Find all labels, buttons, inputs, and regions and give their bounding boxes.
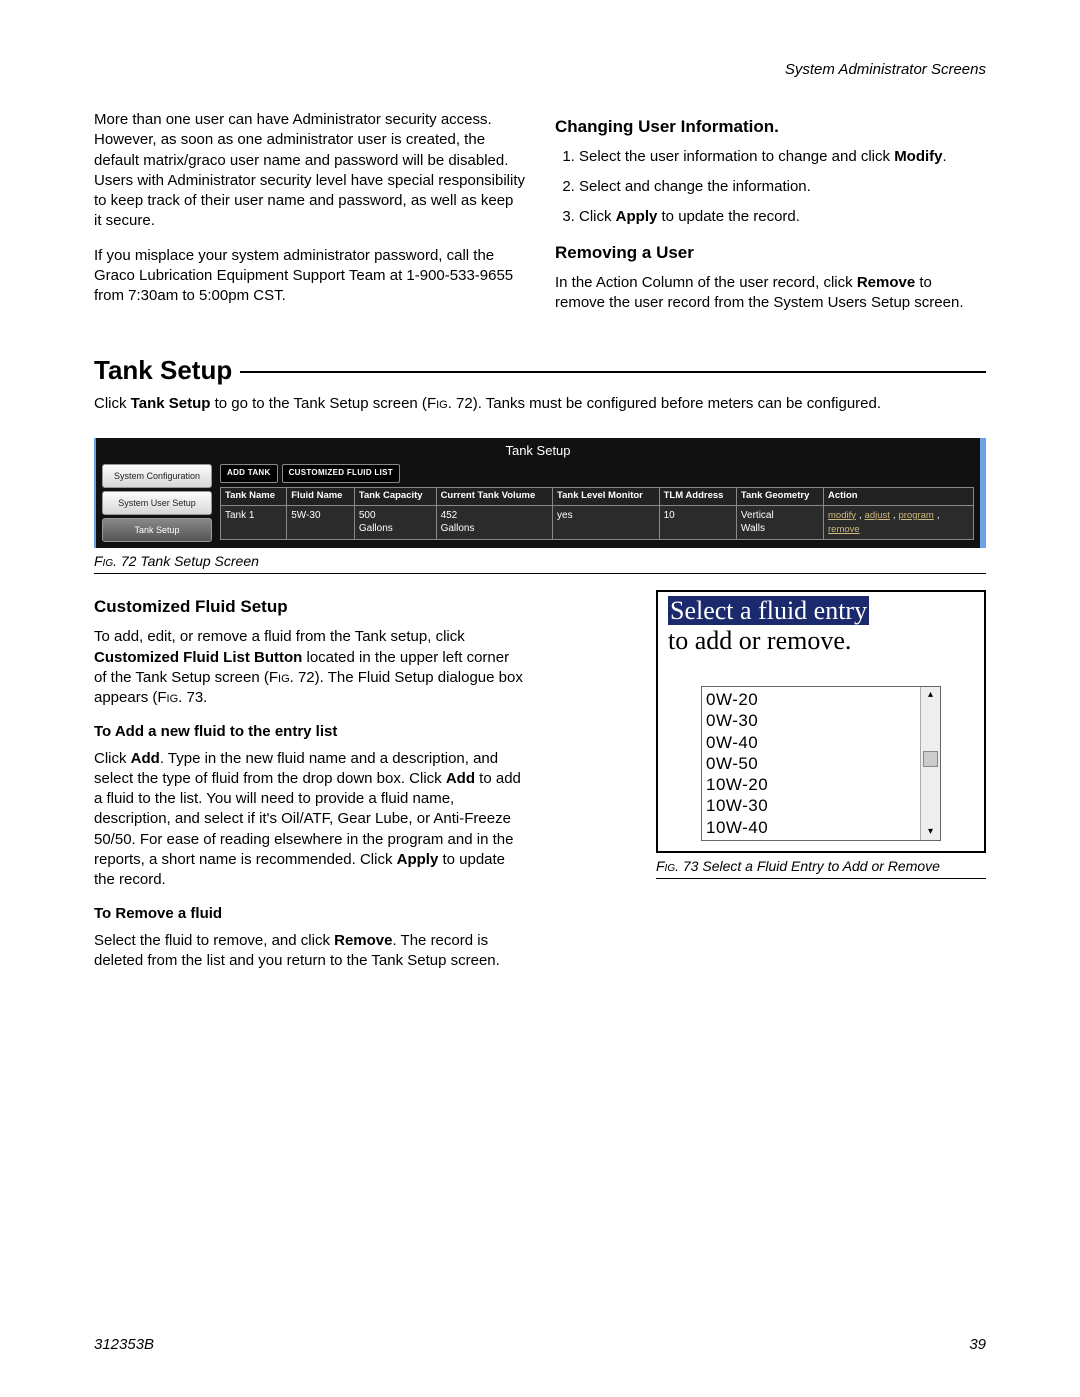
figure-73-dialog: Select a fluid entry to add or remove. 0…	[656, 590, 986, 853]
step-2: Select and change the information.	[579, 177, 986, 197]
page-number: 39	[969, 1335, 986, 1355]
tank-table: Tank Name Fluid Name Tank Capacity Curre…	[220, 487, 974, 541]
action-remove-link[interactable]: remove	[828, 524, 860, 535]
page-footer: 312353B 39	[94, 1335, 986, 1355]
figure-72-screenshot: Tank Setup System Configuration System U…	[94, 438, 986, 548]
text: . 72). Tanks must be configured before m…	[448, 395, 881, 412]
fluid-listbox[interactable]: 0W-20 0W-30 0W-40 0W-50 10W-20 10W-30 10…	[701, 686, 941, 841]
customized-fluid-setup-heading: Customized Fluid Setup	[94, 596, 525, 619]
sidebar-tab-system-config[interactable]: System Configuration	[102, 464, 212, 488]
col-tank-name: Tank Name	[221, 487, 287, 505]
col-tank-level-monitor: Tank Level Monitor	[553, 487, 660, 505]
cell-current-volume: 452Gallons	[436, 505, 552, 540]
col-fluid-name: Fluid Name	[287, 487, 355, 505]
fig-ref: Fig	[427, 395, 448, 412]
scroll-down-icon[interactable]: ▾	[928, 825, 933, 839]
remove-label: Remove	[334, 932, 392, 949]
list-item[interactable]: 10W-40	[706, 817, 916, 838]
header-section-title: System Administrator Screens	[785, 60, 986, 80]
figure-73-caption: Fig. 73 Select a Fluid Entry to Add or R…	[656, 857, 986, 879]
text: Click	[94, 395, 131, 412]
col-tank-capacity: Tank Capacity	[354, 487, 436, 505]
heading-rule	[240, 371, 986, 373]
action-modify-link[interactable]: modify	[828, 510, 856, 521]
col-tank-geometry: Tank Geometry	[736, 487, 823, 505]
scroll-up-icon[interactable]: ▴	[928, 688, 933, 702]
add-fluid-paragraph: Click Add. Type in the new fluid name an…	[94, 749, 525, 891]
apply-label: Apply	[397, 851, 439, 868]
customized-fluid-list-button[interactable]: CUSTOMIZED FLUID LIST	[282, 464, 400, 483]
scrollbar[interactable]: ▴ ▾	[920, 687, 940, 840]
list-item[interactable]: 0W-20	[706, 689, 916, 710]
cell-actions: modify, adjust, program, remove	[824, 505, 974, 540]
remove-label: Remove	[857, 274, 915, 291]
sidebar-tab-tank-setup[interactable]: Tank Setup	[102, 518, 212, 542]
cell-fluid-name: 5W-30	[287, 505, 355, 540]
intro-paragraph-1: More than one user can have Administrato…	[94, 110, 525, 232]
customized-fluid-paragraph: To add, edit, or remove a fluid from the…	[94, 627, 525, 708]
tank-setup-paragraph: Click Tank Setup to go to the Tank Setup…	[94, 394, 986, 414]
action-program-link[interactable]: program	[898, 510, 933, 521]
removing-user-heading: Removing a User	[555, 242, 986, 265]
changing-user-info-heading: Changing User Information.	[555, 116, 986, 139]
text: .	[943, 148, 947, 165]
customized-fluid-list-button-label: Customized Fluid List Button	[94, 649, 302, 666]
list-item[interactable]: 0W-30	[706, 710, 916, 731]
text: to update the record.	[657, 208, 800, 225]
fluid-dialog-title: Select a fluid entry to add or remove.	[658, 592, 984, 658]
list-item[interactable]: 0W-40	[706, 732, 916, 753]
col-action: Action	[824, 487, 974, 505]
add-tank-button[interactable]: ADD TANK	[220, 464, 278, 483]
col-tlm-address: TLM Address	[659, 487, 736, 505]
col-current-volume: Current Tank Volume	[436, 487, 552, 505]
heading-text: Tank Setup	[94, 353, 232, 388]
list-item[interactable]: 0W-50	[706, 753, 916, 774]
modify-label: Modify	[894, 148, 942, 165]
step-1: Select the user information to change an…	[579, 147, 986, 167]
add-label-2: Add	[446, 770, 475, 787]
sidebar-tab-system-user-setup[interactable]: System User Setup	[102, 491, 212, 515]
cell-geometry: VerticalWalls	[736, 505, 823, 540]
step-3: Click Apply to update the record.	[579, 207, 986, 227]
add-label: Add	[131, 750, 160, 767]
scroll-thumb[interactable]	[923, 751, 938, 767]
figure-72-caption: Fig. 72 Tank Setup Screen	[94, 552, 986, 574]
text: to go to the Tank Setup screen (	[210, 395, 427, 412]
list-item[interactable]: 10W-20	[706, 774, 916, 795]
remove-fluid-heading: To Remove a fluid	[94, 904, 525, 924]
text: Click	[579, 208, 616, 225]
text: In the Action Column of the user record,…	[555, 274, 857, 291]
tank-setup-screen-title: Tank Setup	[102, 442, 974, 460]
list-item[interactable]: 10W-30	[706, 795, 916, 816]
remove-fluid-paragraph: Select the fluid to remove, and click Re…	[94, 931, 525, 972]
scroll-track[interactable]	[921, 702, 940, 826]
doc-number: 312353B	[94, 1335, 154, 1355]
cell-tank-name: Tank 1	[221, 505, 287, 540]
cell-capacity: 500Gallons	[354, 505, 436, 540]
table-row: Tank 1 5W-30 500Gallons 452Gallons yes 1…	[221, 505, 974, 540]
removing-user-paragraph: In the Action Column of the user record,…	[555, 273, 986, 314]
sidebar-nav: System Configuration System User Setup T…	[102, 464, 212, 542]
intro-paragraph-2: If you misplace your system administrato…	[94, 246, 525, 307]
cell-level-monitor: yes	[553, 505, 660, 540]
cell-tlm-address: 10	[659, 505, 736, 540]
tank-setup-label: Tank Setup	[131, 395, 211, 412]
action-adjust-link[interactable]: adjust	[865, 510, 890, 521]
table-header-row: Tank Name Fluid Name Tank Capacity Curre…	[221, 487, 974, 505]
text: Select the user information to change an…	[579, 148, 894, 165]
add-fluid-heading: To Add a new fluid to the entry list	[94, 722, 525, 742]
tank-setup-heading: Tank Setup	[94, 353, 986, 388]
apply-label: Apply	[616, 208, 658, 225]
changing-user-info-steps: Select the user information to change an…	[555, 147, 986, 228]
